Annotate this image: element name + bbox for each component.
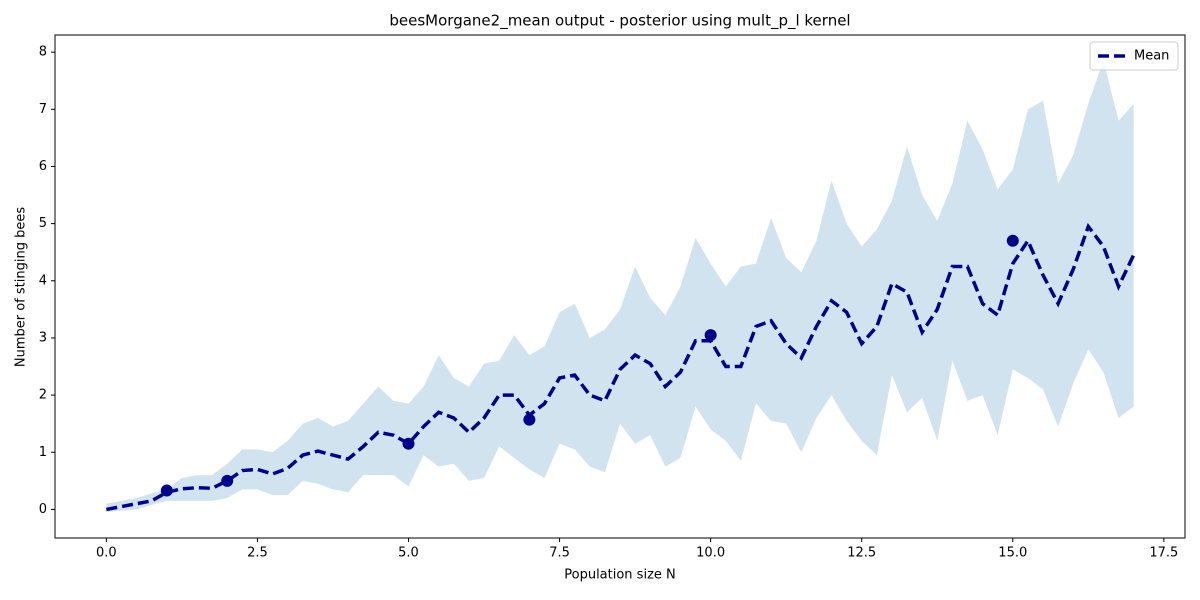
y-tick-label: 8 — [39, 45, 47, 60]
data-point — [704, 329, 717, 342]
x-axis-label: Population size N — [564, 568, 676, 583]
x-tick-label: 2.5 — [247, 546, 268, 561]
y-tick-label: 5 — [39, 216, 47, 231]
data-point — [221, 474, 234, 487]
chart-title: beesMorgane2_mean output - posterior usi… — [389, 12, 850, 31]
x-tick-label: 17.5 — [1149, 546, 1178, 561]
confidence-band — [106, 60, 1134, 513]
data-point — [160, 484, 173, 497]
y-tick-label: 4 — [39, 273, 47, 288]
data-point — [402, 437, 415, 450]
y-tick-label: 6 — [39, 159, 47, 174]
x-tick-label: 15.0 — [998, 546, 1027, 561]
data-point — [523, 413, 536, 426]
data-point — [1006, 234, 1019, 247]
legend-label: Mean — [1134, 49, 1169, 64]
x-tick-label: 7.5 — [549, 546, 570, 561]
y-tick-label: 7 — [39, 102, 47, 117]
y-axis-label: Number of stinging bees — [14, 207, 29, 367]
legend-box — [1089, 41, 1179, 71]
y-tick-label: 3 — [39, 330, 47, 345]
x-tick-label: 12.5 — [847, 546, 876, 561]
x-tick-label: 5.0 — [398, 546, 419, 561]
y-tick-label: 0 — [39, 502, 47, 517]
mean-line — [106, 222, 1136, 512]
y-tick-label: 1 — [39, 445, 47, 460]
plot-frame — [54, 34, 1186, 539]
x-tick-label: 0.0 — [96, 546, 117, 561]
x-tick-label: 10.0 — [696, 546, 725, 561]
y-tick-label: 2 — [39, 388, 47, 403]
